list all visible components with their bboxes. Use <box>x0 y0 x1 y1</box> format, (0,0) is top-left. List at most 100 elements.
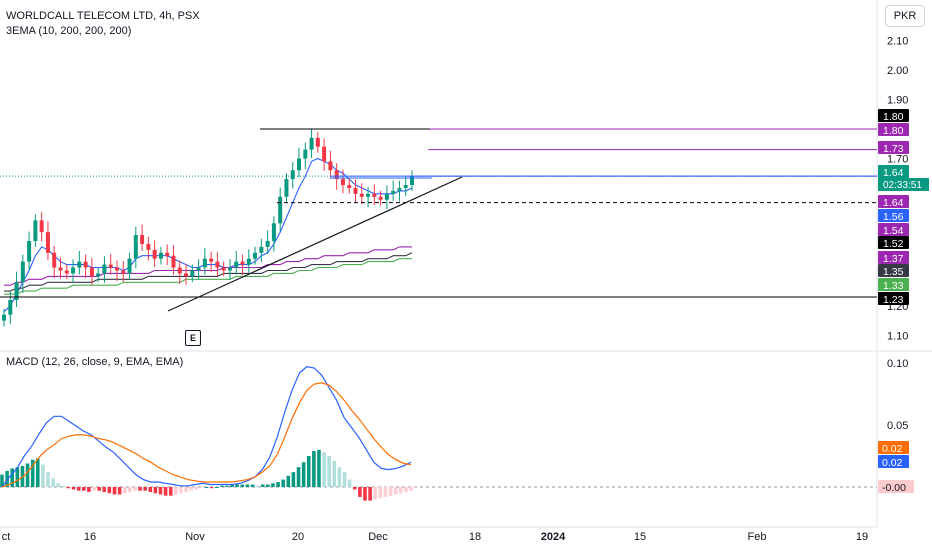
price-label-box <box>878 209 909 222</box>
ema-indicator-title[interactable]: 3EMA (10, 200, 200, 200) <box>6 25 132 37</box>
candle-body <box>45 232 50 253</box>
macd-histogram-bar <box>199 487 204 489</box>
price-label-text: 1.54 <box>883 225 904 237</box>
time-tick-label: 18 <box>469 531 481 543</box>
candle-body <box>410 176 414 185</box>
price-labels: 1.801.801.731.6402:33:511.641.561.541.52… <box>878 109 929 494</box>
macd-histogram-bar <box>179 487 183 494</box>
price-label-text: 1.73 <box>883 143 904 155</box>
macd-line <box>1 366 412 488</box>
macd-histogram-bar <box>327 456 331 487</box>
macd-histogram-bar <box>163 487 168 496</box>
time-axis: ct 16 Nov 20 Dec 18 2024 15 Feb 19 <box>2 531 868 543</box>
macd-histogram-bar <box>230 484 234 487</box>
candle-body <box>133 235 138 259</box>
macd-histogram-bar <box>184 487 188 492</box>
earnings-marker-icon[interactable]: E <box>185 330 201 346</box>
macd-histogram-bar <box>286 475 291 487</box>
macd-histogram-bar <box>373 487 378 500</box>
macd-histogram-bar <box>76 487 81 491</box>
candle-body <box>290 170 295 180</box>
candle-body <box>158 252 163 259</box>
time-tick-label: 20 <box>292 531 304 543</box>
macd-histogram-bar <box>398 487 403 494</box>
macd-histogram-bar <box>148 487 153 492</box>
macd-indicator-title[interactable]: MACD (12, 26, close, 9, EMA, EMA) <box>6 356 184 368</box>
candle-body <box>265 241 270 247</box>
price-tick-label: 1.70 <box>887 153 908 165</box>
candle-body <box>102 264 107 274</box>
candle-body <box>278 196 283 224</box>
price-label-text: 1.80 <box>883 125 904 137</box>
macd-histogram-bar <box>260 484 265 487</box>
macd-histogram-bar <box>317 449 321 487</box>
price-label-box <box>878 251 909 264</box>
candle-body <box>315 137 320 147</box>
candle-body <box>39 220 44 233</box>
candle-body <box>89 267 94 277</box>
macd-histogram-bar <box>189 487 193 491</box>
time-tick-label: ct <box>2 531 11 543</box>
candle-body <box>184 273 189 277</box>
macd-line <box>1 382 412 488</box>
macd-histogram-bar <box>337 467 342 487</box>
macd-label-box <box>878 480 914 493</box>
macd-histogram-bar <box>71 487 76 490</box>
macd-histogram-bar <box>0 474 4 487</box>
price-label-box <box>878 195 909 208</box>
candle-body <box>215 261 220 268</box>
macd-histogram-bar <box>266 484 270 487</box>
candle-body <box>372 193 377 197</box>
macd-histogram-bar <box>352 487 357 490</box>
macd-histogram-bar <box>209 487 214 489</box>
macd-histogram-bar <box>30 459 35 487</box>
macd-histogram-bar <box>393 487 398 495</box>
symbol-title[interactable]: WORLDCALL TELECOM LTD, 4h, PSX <box>6 10 200 22</box>
candle-body <box>152 249 157 259</box>
macd-histogram-bar <box>25 463 30 487</box>
candle-body <box>202 258 207 268</box>
price-tick-label: 2.00 <box>887 65 908 77</box>
price-label-text: 1.64 <box>883 167 904 179</box>
candle-body <box>146 243 151 250</box>
candle-body <box>234 261 239 268</box>
candle-body <box>378 196 383 200</box>
macd-histogram-bar <box>378 487 383 499</box>
macd-histogram-bar <box>87 487 91 492</box>
macd-histogram-bar <box>404 487 408 492</box>
macd-histogram-bar <box>250 484 255 487</box>
candle-body <box>140 235 145 244</box>
macd-histogram-bar <box>194 487 199 490</box>
time-tick-label: 15 <box>634 531 646 543</box>
price-label-box <box>878 292 909 305</box>
price-label-text: 1.35 <box>883 266 904 278</box>
candle-body <box>33 220 38 241</box>
candle-body <box>177 267 182 274</box>
macd-histogram-bar <box>122 487 127 494</box>
macd-histogram-bar <box>235 484 239 487</box>
macd-label-text: 0.02 <box>882 443 903 455</box>
macd-histogram-bar <box>5 470 9 487</box>
macd-histogram-bar <box>291 472 296 487</box>
price-pane <box>0 128 877 327</box>
candle-body <box>209 258 214 262</box>
currency-selector[interactable]: PKR <box>885 5 925 27</box>
macd-histogram-bar <box>363 487 367 501</box>
price-label-text: 1.23 <box>883 294 904 306</box>
macd-histogram-bar <box>245 484 250 487</box>
macd-histogram-bar <box>220 485 224 487</box>
price-tick-label: 2.10 <box>887 36 908 48</box>
price-label-box <box>878 141 909 154</box>
macd-pane <box>0 366 877 501</box>
candle-body <box>196 267 201 271</box>
price-label-text: 1.52 <box>883 238 904 250</box>
time-tick-label: 16 <box>84 531 96 543</box>
candle-body <box>27 241 32 262</box>
macd-histogram-bar <box>281 479 285 487</box>
price-label-box <box>878 264 909 277</box>
candle-body <box>353 187 358 194</box>
candle-body <box>221 267 226 271</box>
macd-histogram-bar <box>204 487 209 488</box>
macd-histogram-bar <box>56 483 61 487</box>
